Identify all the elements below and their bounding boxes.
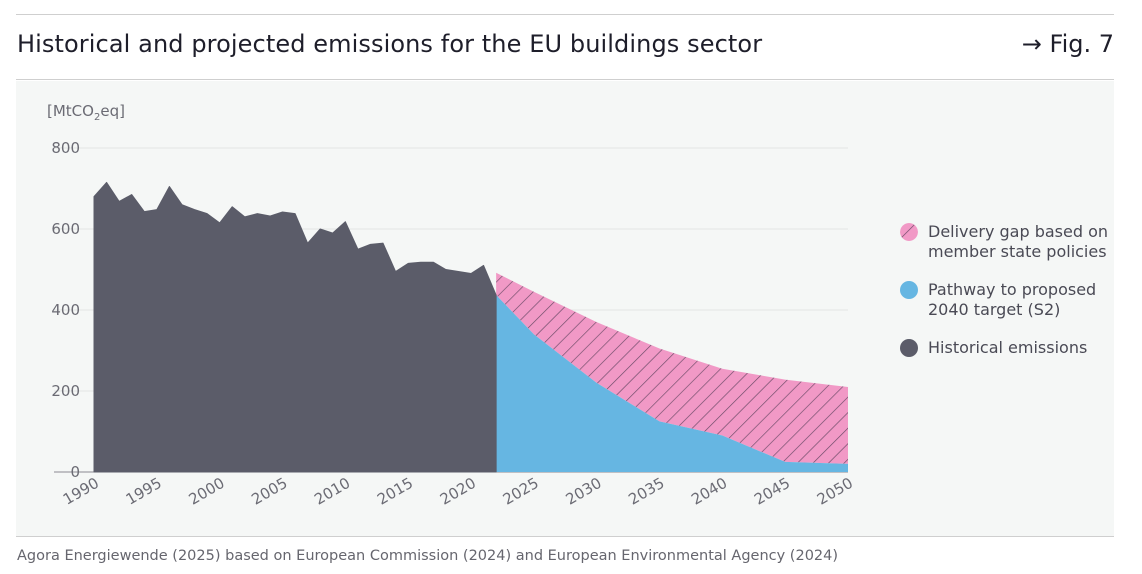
x-tick-label: 1995 <box>123 474 165 509</box>
pathway-area <box>496 295 848 472</box>
legend-item-historical: Historical emissions <box>900 338 1110 358</box>
y-tick-label: 400 <box>51 301 80 319</box>
legend-item-gap: Delivery gap based on member state polic… <box>900 222 1110 262</box>
y-tick-label: 600 <box>51 220 80 238</box>
title-rule <box>16 79 1114 80</box>
historical-area <box>93 181 497 473</box>
x-tick-label: 2015 <box>374 474 416 509</box>
x-tick-label: 2000 <box>186 474 228 509</box>
x-tick-label: 2035 <box>625 474 667 509</box>
y-tick-label: 200 <box>51 382 80 400</box>
x-tick-label: 2030 <box>563 474 605 509</box>
x-tick-label: 2005 <box>248 474 290 509</box>
x-tick-label: 2020 <box>437 474 479 509</box>
legend: Delivery gap based on member state polic… <box>900 222 1110 376</box>
x-tick-label: 2050 <box>814 474 856 509</box>
y-tick-label: 800 <box>51 139 80 157</box>
figure-reference-link[interactable]: → Fig. 7 <box>1021 30 1114 58</box>
source-note: Agora Energiewende (2025) based on Europ… <box>17 548 839 564</box>
x-tick-label: 2045 <box>751 474 793 509</box>
historical-swatch-icon <box>900 339 918 357</box>
x-tick-label: 1990 <box>60 474 102 509</box>
x-tick-label: 2040 <box>688 474 730 509</box>
bottom-rule <box>16 536 1114 537</box>
gap-area <box>496 272 848 464</box>
legend-label-historical: Historical emissions <box>928 338 1088 357</box>
x-tick-label: 2010 <box>311 474 353 509</box>
gap-swatch-icon <box>900 223 918 241</box>
top-rule <box>16 14 1114 15</box>
legend-label-pathway: Pathway to proposed 2040 target (S2) <box>928 280 1097 319</box>
legend-item-pathway: Pathway to proposed 2040 target (S2) <box>900 280 1110 320</box>
y-axis-label: [MtCO2eq] <box>47 102 125 123</box>
x-tick-label: 2025 <box>500 474 542 509</box>
y-tick-label: 0 <box>70 463 80 481</box>
pathway-swatch-icon <box>900 281 918 299</box>
chart-title: Historical and projected emissions for t… <box>17 30 763 58</box>
legend-label-gap: Delivery gap based on member state polic… <box>928 222 1109 261</box>
